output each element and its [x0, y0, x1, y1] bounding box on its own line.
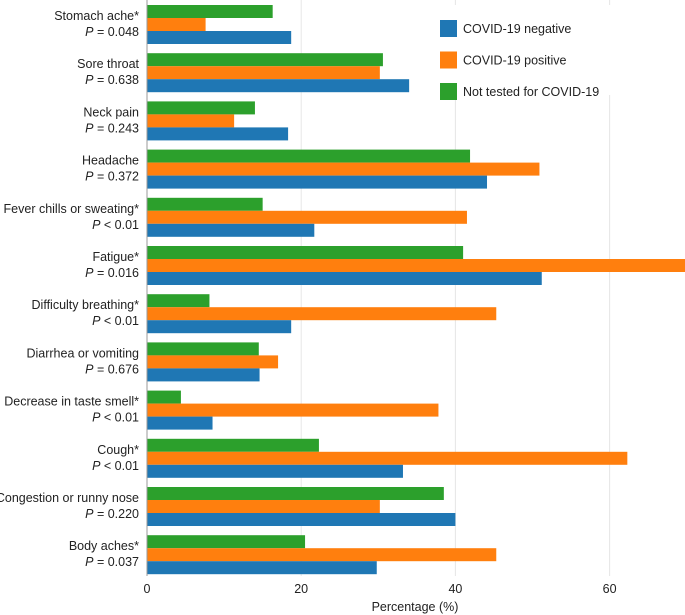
x-axis-title: Percentage (%)	[372, 600, 459, 614]
bar-not-tested-for-covid-19-2	[147, 101, 255, 115]
bar-covid-19-positive-11	[147, 548, 497, 562]
legend-label: COVID-19 positive	[463, 54, 567, 68]
bar-covid-19-positive-5	[147, 259, 685, 272]
bar-not-tested-for-covid-19-9	[147, 438, 319, 452]
bar-not-tested-for-covid-19-5	[147, 246, 464, 259]
bar-covid-19-positive-9	[147, 451, 628, 465]
bar-covid-19-negative-7	[147, 368, 260, 382]
bar-covid-19-negative-4	[147, 223, 315, 237]
bar-covid-19-negative-2	[147, 127, 289, 141]
bar-covid-19-negative-0	[147, 31, 292, 44]
bar-covid-19-positive-6	[147, 307, 497, 321]
category-label: Difficulty breathing*	[32, 298, 140, 312]
bar-covid-19-negative-9	[147, 464, 403, 478]
bar-covid-19-positive-3	[147, 162, 540, 176]
bar-covid-19-negative-3	[147, 175, 488, 189]
legend-label: Not tested for COVID-19	[463, 85, 599, 99]
category-label: Stomach ache*	[54, 9, 139, 23]
p-value-label: P = 0.220	[85, 507, 139, 521]
legend-swatch	[440, 20, 457, 37]
legend: COVID-19 negative COVID-19 positive Not te…	[428, 5, 648, 100]
category-label: Body aches*	[69, 539, 139, 553]
category-label: Diarrhea or vomiting	[26, 346, 139, 360]
bar-covid-19-positive-10	[147, 500, 380, 513]
bars	[147, 5, 685, 575]
p-value-label: P = 0.243	[85, 121, 139, 135]
bar-covid-19-negative-1	[147, 79, 410, 93]
p-value-label: P = 0.048	[85, 25, 139, 39]
bar-not-tested-for-covid-19-6	[147, 294, 210, 308]
p-value-label: P = 0.016	[85, 266, 139, 280]
p-value-label: P = 0.638	[85, 73, 139, 87]
bar-not-tested-for-covid-19-0	[147, 5, 273, 18]
category-label: Decrease in taste smell*	[4, 395, 139, 409]
bar-covid-19-positive-8	[147, 403, 439, 417]
bar-covid-19-negative-10	[147, 513, 456, 526]
p-value-label: P = 0.676	[85, 362, 139, 376]
category-label: Headache	[82, 154, 139, 168]
bar-not-tested-for-covid-19-11	[147, 535, 306, 549]
bar-covid-19-negative-5	[147, 272, 542, 285]
bar-covid-19-positive-2	[147, 114, 235, 128]
x-tick-label-0: 0	[144, 582, 151, 596]
bar-not-tested-for-covid-19-10	[147, 487, 444, 500]
bar-covid-19-negative-6	[147, 320, 292, 334]
bar-covid-19-positive-7	[147, 355, 279, 369]
p-value-label: P = 0.037	[85, 555, 139, 569]
bar-covid-19-positive-4	[147, 210, 467, 224]
p-value-label: P < 0.01	[92, 411, 139, 425]
legend-background	[428, 5, 648, 95]
x-tick-label-60: 60	[603, 582, 617, 596]
category-labels: Stomach ache* P = 0.048 Sore throat P = 0.6…	[0, 9, 140, 569]
bar-not-tested-for-covid-19-1	[147, 53, 383, 67]
category-label: Congestion or runny nose	[0, 491, 139, 505]
bar-not-tested-for-covid-19-3	[147, 149, 471, 163]
x-tick-labels: 0 20 40 60	[144, 582, 617, 596]
bar-not-tested-for-covid-19-4	[147, 197, 263, 211]
legend-swatch	[440, 83, 457, 100]
legend-swatch	[440, 51, 457, 69]
category-label: Fever chills or sweating*	[4, 202, 140, 216]
p-value-label: P = 0.372	[85, 170, 139, 184]
p-value-label: P < 0.01	[92, 459, 139, 473]
bar-covid-19-negative-8	[147, 416, 213, 430]
category-label: Fatigue*	[92, 250, 139, 264]
bar-not-tested-for-covid-19-7	[147, 342, 259, 356]
category-label: Neck pain	[83, 105, 139, 119]
bar-covid-19-negative-11	[147, 561, 377, 575]
bar-covid-19-positive-0	[147, 18, 206, 31]
legend-label: COVID-19 negative	[463, 22, 571, 36]
bar-not-tested-for-covid-19-8	[147, 390, 181, 404]
category-label: Sore throat	[77, 57, 139, 71]
x-tick-label-20: 20	[294, 582, 308, 596]
category-label: Cough*	[97, 443, 139, 457]
p-value-label: P < 0.01	[92, 314, 139, 328]
p-value-label: P < 0.01	[92, 218, 139, 232]
bar-covid-19-positive-1	[147, 66, 380, 80]
x-tick-label-40: 40	[448, 582, 462, 596]
